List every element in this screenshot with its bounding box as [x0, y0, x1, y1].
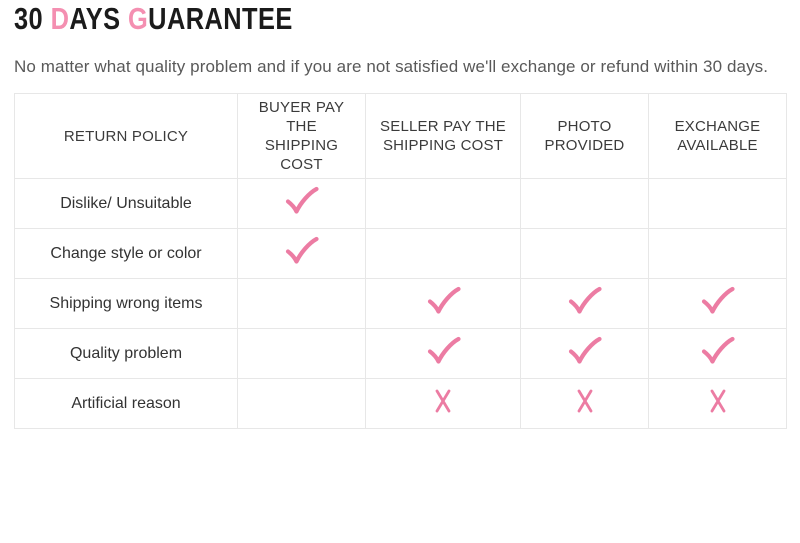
- mark-cell-check: [365, 278, 521, 329]
- page-title-segment: 30: [14, 1, 51, 36]
- check-mark-icon: [568, 336, 602, 364]
- page-title-segment: G: [127, 1, 149, 36]
- column-header-0: RETURN POLICY: [14, 93, 238, 179]
- empty-cell: [365, 228, 521, 279]
- row-label: Quality problem: [14, 328, 238, 379]
- empty-cell: [237, 378, 366, 429]
- check-mark-icon: [427, 286, 461, 314]
- page-title: 30 DAYS GUARANTEE: [14, 2, 293, 36]
- table-row: Change style or color: [14, 228, 787, 279]
- return-policy-table: RETURN POLICY BUYER PAY THE SHIPPING COST…: [14, 93, 787, 429]
- table-row: Quality problem: [14, 328, 787, 379]
- guarantee-section: 30 DAYS GUARANTEE No matter what quality…: [14, 2, 787, 429]
- page-title-segment: AYS: [69, 1, 128, 36]
- check-mark-icon: [285, 236, 319, 264]
- table-row: Artificial reason: [14, 378, 787, 429]
- page-title-segment: UARANTEE: [148, 1, 293, 36]
- empty-cell: [520, 178, 649, 229]
- check-mark-icon: [285, 186, 319, 214]
- empty-cell: [648, 228, 787, 279]
- check-mark-icon: [568, 286, 602, 314]
- row-label: Change style or color: [14, 228, 238, 279]
- column-header-1: BUYER PAY THE SHIPPING COST: [237, 93, 366, 179]
- mark-cell-check: [648, 278, 787, 329]
- row-label: Dislike/ Unsuitable: [14, 178, 238, 229]
- check-mark-icon: [701, 336, 735, 364]
- x-mark-icon: [577, 389, 592, 413]
- empty-cell: [237, 278, 366, 329]
- empty-cell: [520, 228, 649, 279]
- x-mark-icon: [435, 389, 451, 413]
- empty-cell: [237, 328, 366, 379]
- check-mark-icon: [701, 286, 735, 314]
- mark-cell-cross: [648, 378, 787, 429]
- empty-cell: [648, 178, 787, 229]
- mark-cell-check: [520, 278, 649, 329]
- x-mark-icon: [710, 389, 725, 413]
- mark-cell-check: [520, 328, 649, 379]
- column-header-2: SELLER PAY THE SHIPPING COST: [365, 93, 521, 179]
- mark-cell-cross: [520, 378, 649, 429]
- table-row: Dislike/ Unsuitable: [14, 178, 787, 229]
- guarantee-subtitle: No matter what quality problem and if yo…: [14, 57, 769, 76]
- page-title-segment: D: [50, 1, 70, 36]
- column-header-3: PHOTO PROVIDED: [520, 93, 649, 179]
- mark-cell-check: [365, 328, 521, 379]
- mark-cell-cross: [365, 378, 521, 429]
- table-body: Dislike/ Unsuitable Change style or color…: [14, 178, 787, 429]
- row-label: Shipping wrong items: [14, 278, 238, 329]
- row-label: Artificial reason: [14, 378, 238, 429]
- table-row: Shipping wrong items: [14, 278, 787, 329]
- mark-cell-check: [237, 228, 366, 279]
- table-header-row: RETURN POLICY BUYER PAY THE SHIPPING COST…: [14, 93, 787, 179]
- check-mark-icon: [427, 336, 461, 364]
- column-header-4: EXCHANGE AVAILABLE: [648, 93, 787, 179]
- empty-cell: [365, 178, 521, 229]
- mark-cell-check: [237, 178, 366, 229]
- mark-cell-check: [648, 328, 787, 379]
